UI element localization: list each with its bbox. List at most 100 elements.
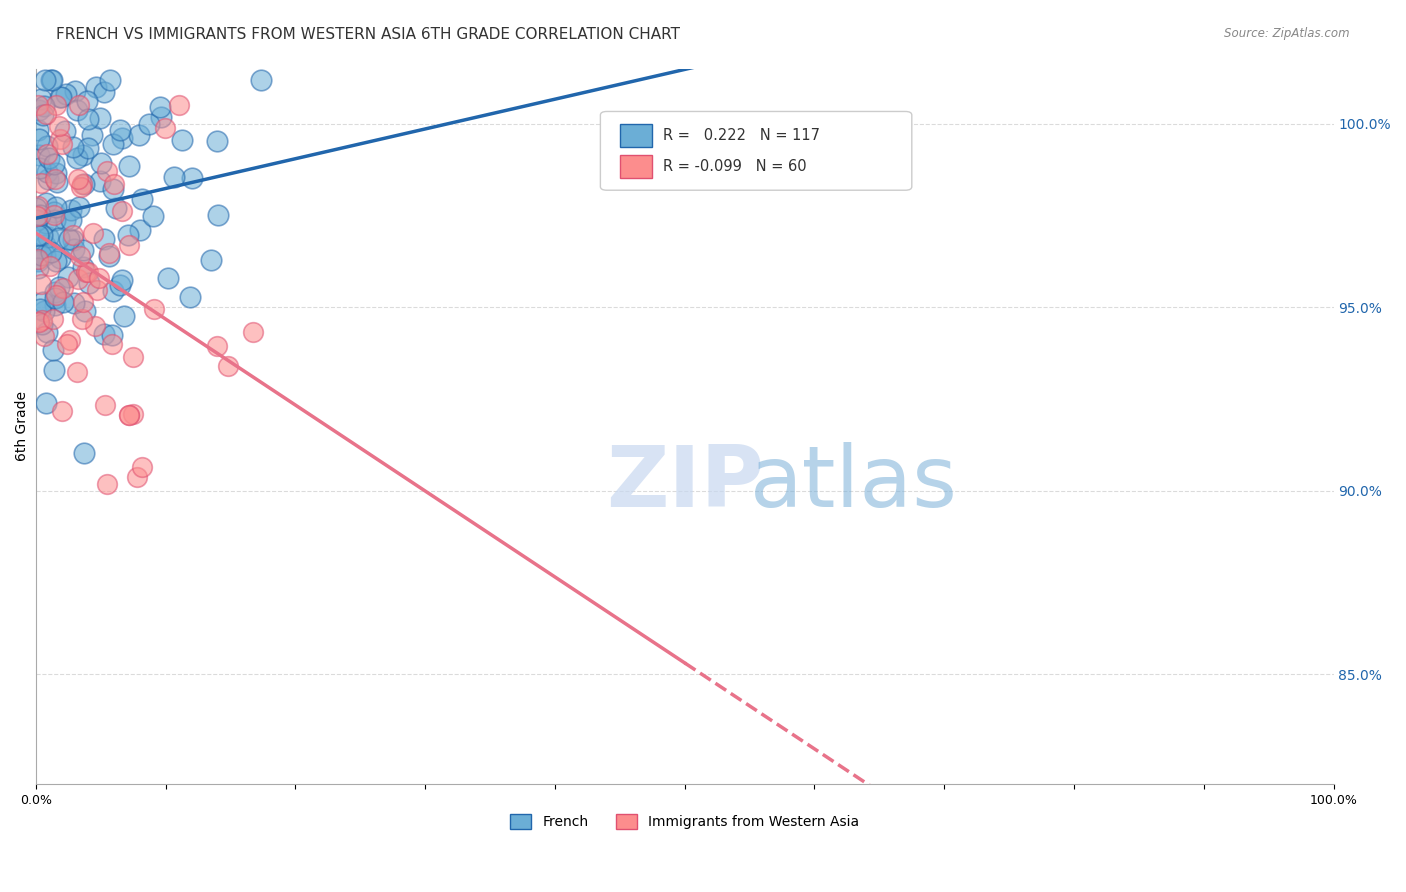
French	[31, 228, 53, 243]
French	[35, 396, 58, 410]
French	[90, 156, 112, 170]
French	[27, 213, 49, 227]
Immigrants from Western Asia	[67, 172, 90, 186]
Immigrants from Western Asia	[59, 333, 82, 347]
French	[63, 84, 86, 98]
French	[200, 252, 222, 267]
Legend: French, Immigrants from Western Asia: French, Immigrants from Western Asia	[505, 809, 865, 835]
French	[53, 124, 76, 138]
French	[66, 151, 89, 165]
French	[27, 254, 49, 268]
French	[138, 117, 160, 131]
French	[73, 178, 96, 192]
French	[34, 238, 56, 252]
French	[38, 151, 60, 165]
Text: ZIP: ZIP	[606, 442, 763, 525]
French	[72, 445, 94, 459]
French	[42, 363, 65, 377]
French	[72, 147, 94, 161]
French	[44, 291, 66, 305]
Immigrants from Western Asia	[94, 398, 117, 412]
French	[30, 208, 52, 222]
French	[55, 87, 77, 101]
Immigrants from Western Asia	[51, 136, 73, 151]
Immigrants from Western Asia	[35, 147, 58, 161]
French	[98, 249, 121, 263]
Immigrants from Western Asia	[72, 294, 94, 309]
French	[128, 128, 150, 143]
French	[34, 248, 56, 262]
Text: R =   0.222   N = 117: R = 0.222 N = 117	[662, 128, 820, 143]
French	[93, 86, 115, 100]
French	[28, 301, 51, 316]
French	[67, 201, 90, 215]
French	[63, 243, 86, 257]
Immigrants from Western Asia	[28, 315, 51, 329]
French	[28, 132, 51, 146]
French	[93, 231, 115, 245]
French	[101, 328, 124, 343]
FancyBboxPatch shape	[600, 112, 912, 190]
French	[163, 169, 186, 184]
French	[27, 227, 49, 242]
French	[77, 141, 100, 155]
French	[129, 223, 152, 237]
Immigrants from Western Asia	[205, 338, 228, 352]
Text: atlas: atlas	[749, 442, 957, 525]
Immigrants from Western Asia	[103, 177, 125, 191]
Immigrants from Western Asia	[86, 283, 108, 297]
Immigrants from Western Asia	[45, 98, 67, 112]
Y-axis label: 6th Grade: 6th Grade	[15, 392, 30, 461]
French	[44, 212, 66, 227]
French	[89, 111, 111, 125]
French	[60, 213, 83, 227]
French	[42, 343, 65, 357]
Immigrants from Western Asia	[44, 172, 66, 186]
French	[65, 103, 87, 117]
Immigrants from Western Asia	[27, 98, 49, 112]
French	[37, 229, 59, 244]
French	[72, 243, 94, 257]
Immigrants from Western Asia	[69, 249, 91, 263]
French	[28, 148, 51, 162]
Immigrants from Western Asia	[30, 277, 52, 291]
Text: Source: ZipAtlas.com: Source: ZipAtlas.com	[1225, 27, 1350, 40]
French	[30, 248, 52, 262]
Immigrants from Western Asia	[52, 281, 75, 295]
Immigrants from Western Asia	[67, 98, 90, 112]
French	[32, 99, 55, 113]
French	[82, 128, 104, 142]
French	[72, 260, 94, 274]
French	[31, 317, 53, 331]
Immigrants from Western Asia	[82, 227, 104, 241]
Immigrants from Western Asia	[30, 176, 52, 190]
Immigrants from Western Asia	[49, 132, 72, 146]
French	[34, 216, 56, 230]
Immigrants from Western Asia	[117, 238, 139, 252]
French	[76, 94, 98, 108]
Immigrants from Western Asia	[45, 288, 67, 302]
French	[49, 89, 72, 103]
Immigrants from Western Asia	[217, 359, 239, 373]
French	[48, 252, 70, 266]
Bar	[620, 155, 652, 178]
French	[28, 161, 51, 175]
Immigrants from Western Asia	[122, 407, 145, 421]
Immigrants from Western Asia	[84, 319, 107, 334]
Immigrants from Western Asia	[167, 98, 190, 112]
French	[48, 280, 70, 294]
French	[44, 253, 66, 268]
French	[25, 202, 48, 216]
Immigrants from Western Asia	[72, 312, 94, 326]
French	[30, 92, 52, 106]
Immigrants from Western Asia	[96, 163, 118, 178]
French	[45, 175, 67, 189]
Immigrants from Western Asia	[44, 208, 66, 222]
French	[45, 200, 67, 214]
French	[157, 270, 180, 285]
French	[34, 72, 56, 87]
French	[37, 172, 59, 186]
Immigrants from Western Asia	[31, 313, 53, 327]
French	[63, 296, 86, 310]
French	[101, 182, 124, 196]
